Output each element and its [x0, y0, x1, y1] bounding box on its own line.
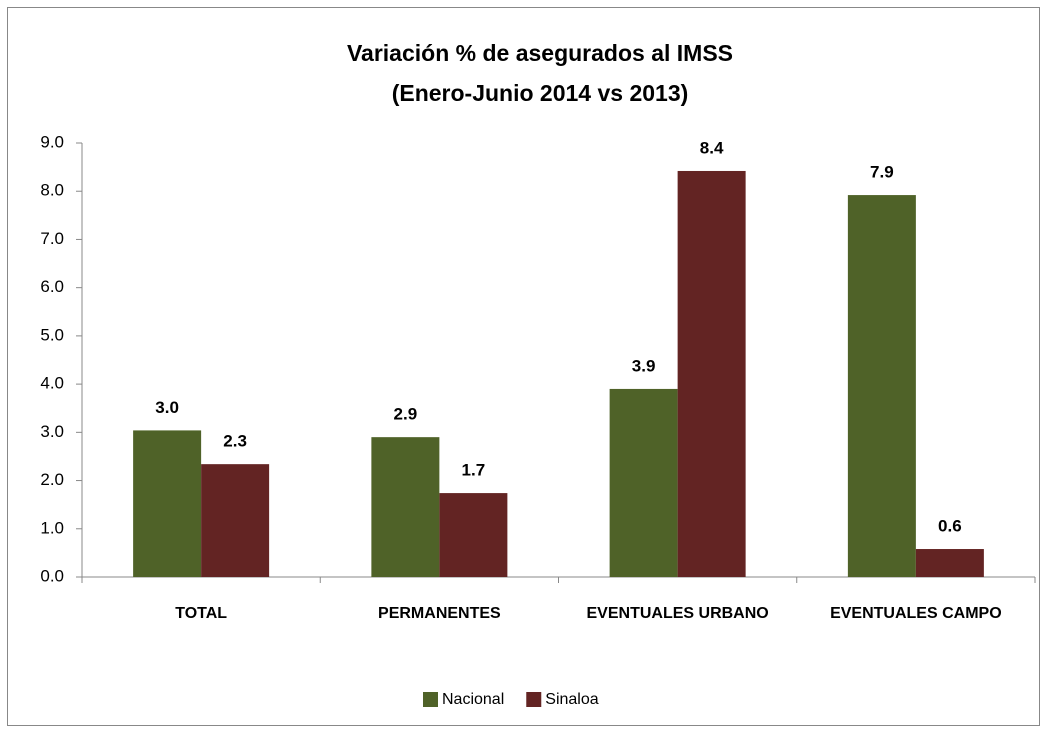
bar: [133, 430, 202, 577]
bar: [915, 549, 984, 577]
bar: [371, 437, 440, 577]
value-label: 0.6: [938, 517, 962, 536]
bar: [439, 493, 508, 577]
value-label: 7.9: [870, 163, 894, 182]
legend-swatch: [526, 692, 542, 707]
bar: [609, 388, 678, 577]
bar: [847, 195, 916, 577]
y-tick-label: 8.0: [40, 181, 64, 200]
y-tick-label: 0.0: [40, 566, 64, 585]
y-tick-label: 1.0: [40, 518, 64, 537]
y-tick-label: 5.0: [40, 325, 64, 344]
chart-title: (Enero-Junio 2014 vs 2013): [392, 80, 689, 106]
y-tick-label: 9.0: [40, 132, 64, 151]
value-label: 3.0: [155, 398, 179, 417]
value-label: 8.4: [700, 138, 724, 157]
legend-swatch: [423, 692, 438, 707]
chart-title: Variación % de asegurados al IMSS: [347, 40, 733, 66]
x-tick-label: EVENTUALES URBANO: [587, 605, 769, 622]
y-tick-label: 3.0: [40, 422, 64, 441]
y-tick-label: 2.0: [40, 470, 64, 489]
x-tick-label: EVENTUALES CAMPO: [830, 605, 1002, 622]
value-label: 1.7: [462, 461, 486, 480]
x-tick-label: TOTAL: [175, 605, 227, 622]
y-tick-label: 6.0: [40, 277, 64, 296]
legend-label: Sinaloa: [545, 691, 598, 708]
x-tick-label: PERMANENTES: [378, 605, 501, 622]
bar: [677, 170, 746, 578]
value-label: 2.3: [223, 432, 247, 451]
value-label: 3.9: [632, 356, 656, 375]
bar: [201, 464, 270, 577]
legend-label: Nacional: [442, 691, 504, 708]
y-tick-label: 7.0: [40, 229, 64, 248]
value-label: 2.9: [394, 405, 418, 424]
y-tick-label: 4.0: [40, 374, 64, 393]
